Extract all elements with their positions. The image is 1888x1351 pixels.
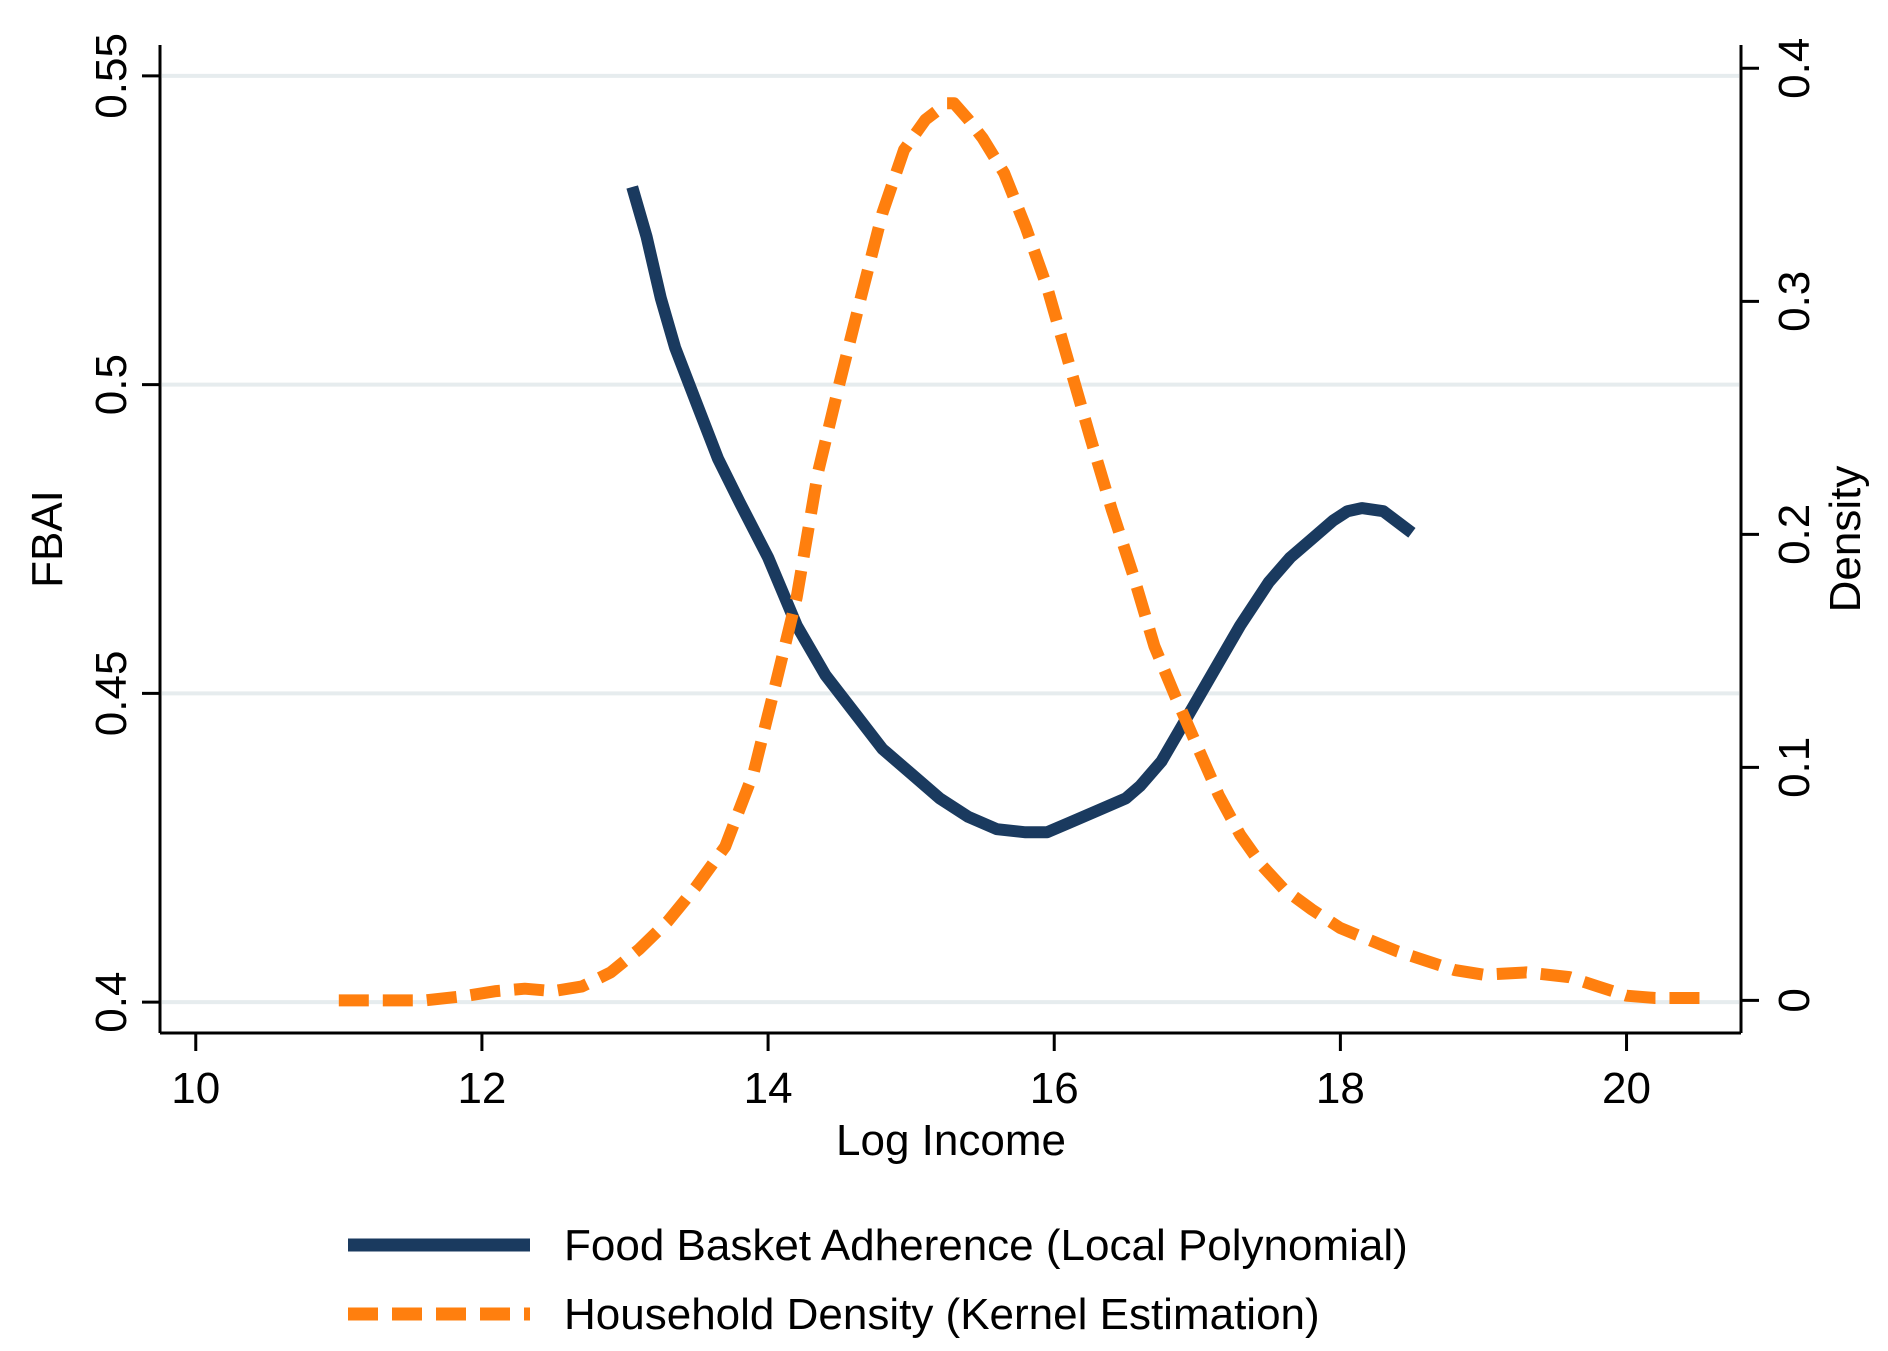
y-right-tick-label-1: 0.1: [1770, 737, 1819, 798]
series-line-food-basket-adherence: [626, 185, 1416, 839]
gridlines: [162, 73, 1739, 1005]
left-axis-title: FBAI: [23, 490, 72, 588]
x-tick-label-1: 12: [457, 1064, 506, 1113]
axes: [158, 45, 1743, 1035]
right-axis-title: Density: [1821, 466, 1870, 613]
x-tick-label-5: 20: [1602, 1064, 1651, 1113]
y-right-tick-label-3: 0.3: [1770, 271, 1819, 332]
series: [338, 97, 1713, 1007]
x-axis-title: Log Income: [836, 1116, 1066, 1165]
x-tick-label-3: 16: [1030, 1064, 1079, 1113]
legend: Food Basket Adherence (Local Polynomial)…: [348, 1221, 1408, 1339]
y-left-tick-label-3: 0.55: [87, 33, 136, 119]
series-line-household-density: [338, 97, 1713, 1007]
y-left-tick-label-0: 0.4: [87, 972, 136, 1033]
y-right-tick-label-4: 0.4: [1770, 38, 1819, 99]
x-tick-label-0: 10: [171, 1064, 220, 1113]
y-left-tick-label-2: 0.5: [87, 354, 136, 415]
y-right-tick-label-2: 0.2: [1770, 504, 1819, 565]
x-tick-label-2: 14: [744, 1064, 793, 1113]
legend-label-food-basket: Food Basket Adherence (Local Polynomial): [564, 1221, 1408, 1270]
x-tick-label-4: 18: [1316, 1064, 1365, 1113]
legend-label-household-density: Household Density (Kernel Estimation): [564, 1290, 1320, 1339]
y-right-tick-label-0: 0: [1770, 988, 1819, 1012]
ticks: 10 12 14 16 18 20 0.4 0.45 0.5 0.55 0 0.1 0.2 0.3 0.4: [87, 33, 1819, 1113]
y-left-tick-label-1: 0.45: [87, 651, 136, 737]
